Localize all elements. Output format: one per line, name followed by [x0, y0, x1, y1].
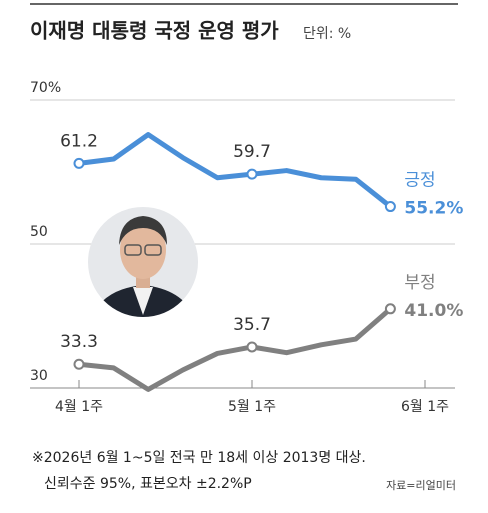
value-label: 59.7	[233, 142, 271, 162]
y-tick-label: 50	[30, 224, 48, 240]
data-point	[73, 157, 85, 169]
footnote: 신뢰수준 95%, 표본오차 ±2.2%P	[44, 476, 252, 492]
data-point	[384, 303, 396, 315]
data-point	[73, 358, 85, 370]
chart-subtitle: 단위: %	[303, 26, 351, 42]
legend-label: 부정	[404, 273, 435, 293]
value-label: 35.7	[233, 315, 271, 335]
source: 자료=리얼미터	[386, 478, 456, 492]
x-tick-label: 4월 1주	[55, 399, 103, 415]
chart-title: 이재명 대통령 국정 운영 평가	[30, 19, 279, 43]
value-label: 55.2%	[404, 199, 463, 219]
footnote: ※2026년 6월 1~5일 전국 만 18세 이상 2013명 대상.	[32, 450, 366, 466]
value-label: 61.2	[60, 131, 98, 151]
data-point	[246, 168, 258, 180]
x-tick-label: 6월 1주	[401, 399, 449, 415]
y-tick-label: 30	[30, 368, 48, 384]
photo	[88, 207, 198, 317]
series-line	[78, 132, 392, 209]
y-tick-label: 70%	[30, 80, 61, 96]
portrait	[88, 216, 198, 317]
legend-label: 긍정	[404, 171, 435, 191]
series-line	[78, 306, 393, 392]
value-label: 41.0%	[404, 301, 463, 321]
value-label: 33.3	[60, 332, 98, 352]
x-tick-label: 5월 1주	[228, 399, 276, 415]
data-point	[246, 341, 258, 353]
data-point	[384, 201, 396, 213]
